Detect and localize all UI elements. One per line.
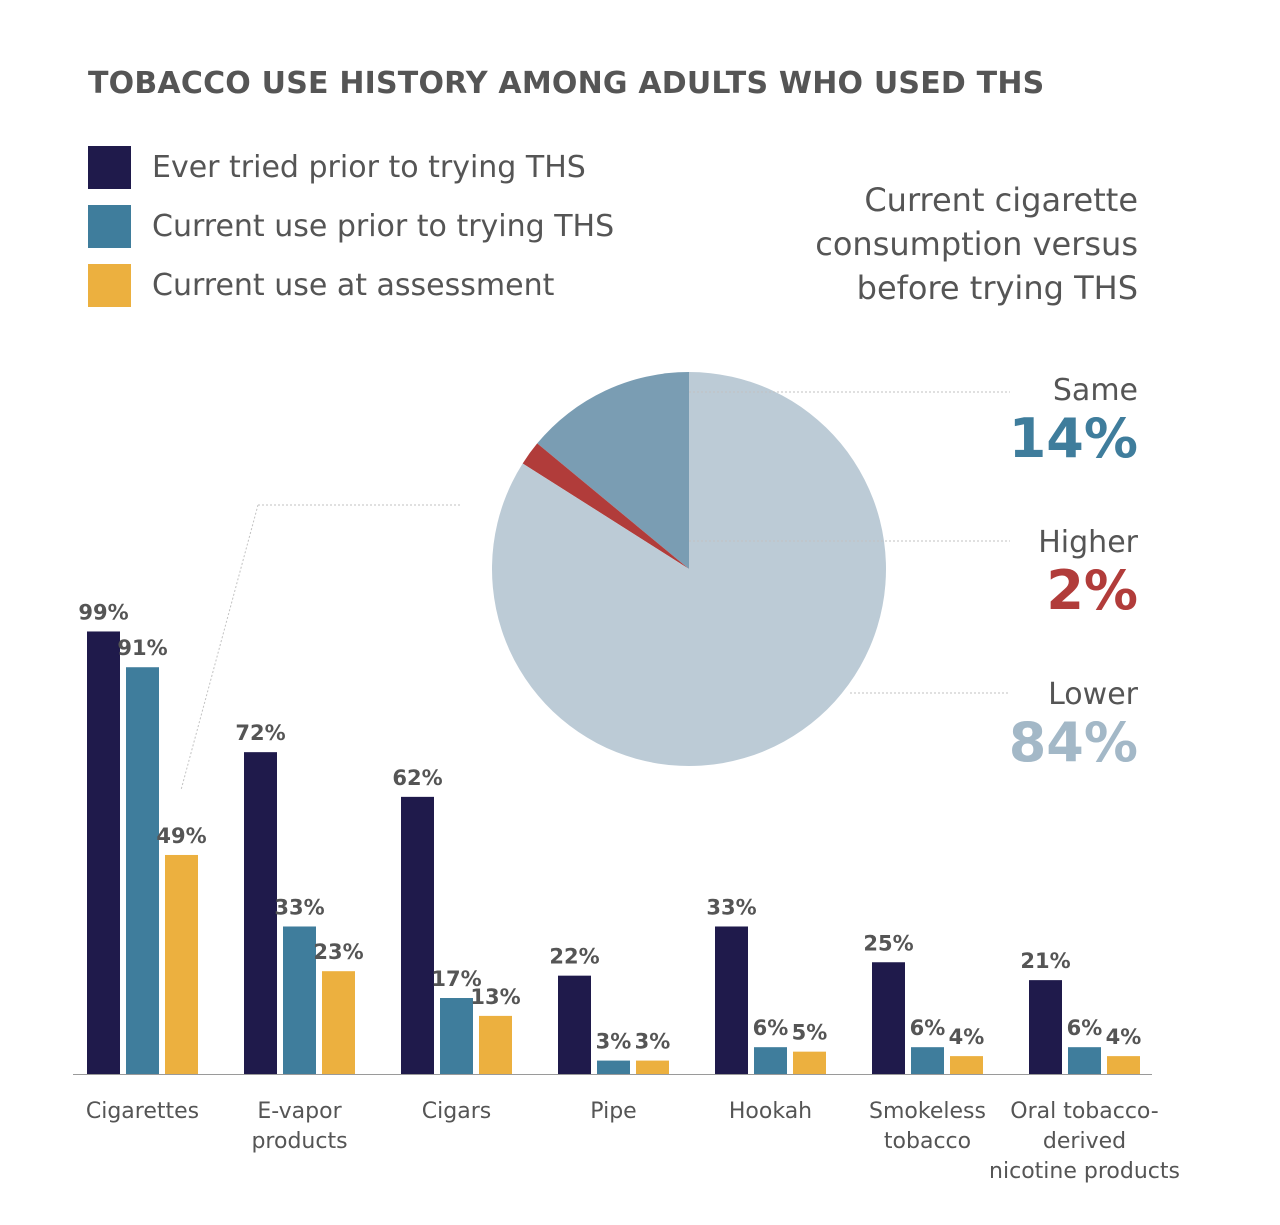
bar [558,975,591,1074]
pie-slice [522,443,689,569]
bar [479,1015,512,1074]
data-label: 6% [1067,1016,1103,1040]
bar [950,1056,983,1074]
category-label: Cigars [422,1099,491,1124]
chart-title: TOBACCO USE HISTORY AMONG ADULTS WHO USE… [88,66,1045,101]
pie-slice [492,372,886,766]
pie-label-name: Lower [1048,677,1138,712]
legend-label: Current use prior to trying THS [152,208,615,244]
category-label: Hookah [729,1099,812,1124]
bar [872,962,905,1074]
pie-slice [537,372,689,569]
bar [1029,980,1062,1074]
data-label: 21% [1020,949,1070,973]
data-label: 22% [549,945,599,969]
data-label: 4% [1106,1025,1142,1049]
pie-label-lower: Lower 84% [1009,677,1138,773]
data-label: 6% [753,1016,789,1040]
leader-line [180,504,259,791]
bar [793,1051,826,1074]
data-label: 25% [863,931,913,955]
legend-swatch [88,204,131,248]
legend-label: Current use at assessment [152,267,555,303]
data-label: 33% [706,895,756,919]
data-label: 17% [431,967,481,991]
legend-swatch [88,145,131,189]
bar [126,667,159,1074]
data-label: 23% [313,940,363,964]
category-label: Cigarettes [86,1099,199,1124]
data-label: 72% [235,721,285,745]
bar [87,631,120,1074]
data-label: 33% [274,895,324,919]
data-label: 6% [910,1016,946,1040]
data-label: 5% [792,1021,828,1045]
bar [754,1047,787,1074]
legend-label: Ever tried prior to trying THS [152,149,586,185]
pie-label-value: 14% [1008,407,1138,470]
pie-label-value: 2% [1046,559,1138,622]
pie-title: Current cigarette consumption versus bef… [815,181,1138,307]
pie-label-higher: Higher 2% [1038,525,1138,621]
category-label: Oral tobacco-derived nicotine products [989,1099,1180,1184]
data-label: 4% [949,1025,985,1049]
legend-item-ever-tried: Ever tried prior to trying THS [88,145,586,189]
bar [636,1060,669,1074]
category-label: Pipe [590,1099,636,1124]
bar [1107,1056,1140,1074]
legend-swatch [88,263,131,307]
bar [1068,1047,1101,1074]
bar [440,998,473,1074]
legend-item-current-use-assessment: Current use at assessment [88,263,554,307]
bar [165,854,198,1074]
data-label: 62% [392,766,442,790]
data-label: 3% [596,1030,632,1054]
data-label: 49% [156,824,206,848]
bar [322,971,355,1074]
data-label: 99% [78,600,128,624]
legend-item-current-use-prior: Current use prior to trying THS [88,204,614,248]
pie-label-value: 84% [1008,711,1138,774]
bar [597,1060,630,1074]
category-label: E-vapor products [251,1099,347,1154]
bar [283,926,316,1074]
data-label: 3% [635,1030,671,1054]
pie-label-same: Same 14% [1009,373,1138,469]
data-label: 13% [470,985,520,1009]
bar [401,796,434,1074]
bar [911,1047,944,1074]
category-label: Smokeless tobacco [869,1099,986,1154]
bar [244,752,277,1074]
pie-label-name: Same [1052,373,1138,408]
data-label: 91% [117,636,167,660]
pie-label-name: Higher [1038,525,1138,560]
bar [715,926,748,1074]
